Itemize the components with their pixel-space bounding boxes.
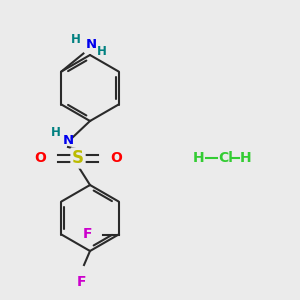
Text: N: N (85, 38, 97, 52)
Text: F: F (83, 227, 93, 242)
Text: H: H (51, 127, 61, 140)
Text: H: H (70, 33, 80, 46)
Text: N: N (62, 134, 74, 148)
Text: O: O (110, 151, 122, 165)
Text: F: F (77, 275, 87, 289)
Text: H: H (240, 151, 252, 165)
Text: H: H (97, 45, 106, 58)
Text: S: S (72, 149, 84, 167)
Text: O: O (34, 151, 46, 165)
Text: H: H (192, 151, 204, 165)
Text: Cl: Cl (218, 151, 233, 165)
